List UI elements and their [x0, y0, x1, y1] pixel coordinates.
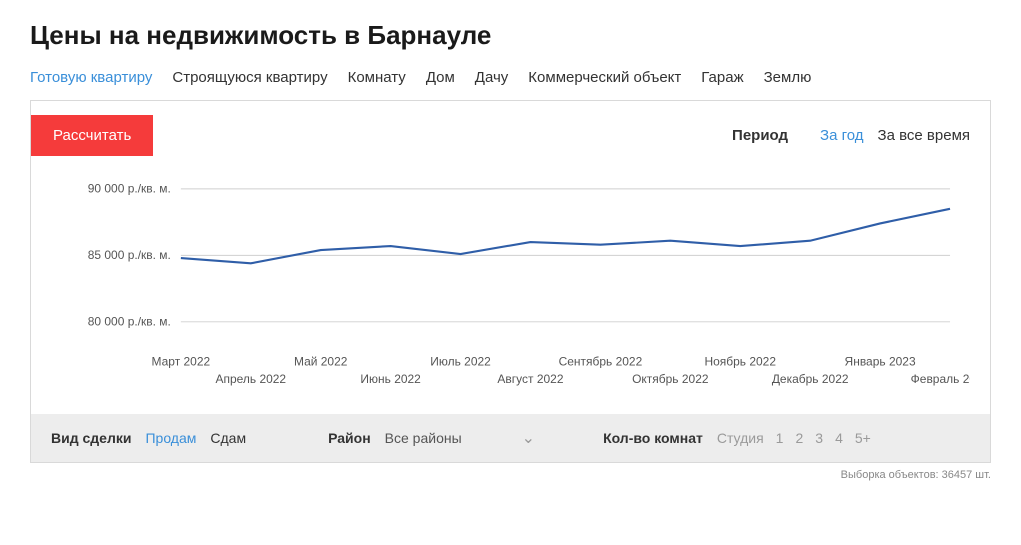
svg-text:Май 2022: Май 2022 — [294, 356, 347, 369]
period-option[interactable]: За год — [820, 127, 863, 144]
selection-footnote: Выборка объектов: 36457 шт. — [0, 463, 1021, 481]
svg-text:Март 2022: Март 2022 — [152, 356, 211, 369]
page-title: Цены на недвижимость в Барнауле — [0, 0, 1021, 69]
room-option[interactable]: Студия — [717, 430, 764, 446]
district-select[interactable]: Все районы ⌄ — [385, 428, 535, 448]
filter-bar: Вид сделки Продам Сдам Район Все районы ⌄… — [31, 414, 990, 462]
tab-property-type[interactable]: Строящуюся квартиру — [172, 69, 327, 86]
period-group: Период За год За все время — [732, 127, 970, 144]
room-option[interactable]: 5+ — [855, 430, 871, 446]
svg-text:Январь 2023: Январь 2023 — [845, 356, 917, 369]
district-label: Район — [328, 430, 371, 446]
chart-svg: 80 000 р./кв. м. 85 000 р./кв. м. 90 000 р… — [51, 166, 970, 406]
rooms-label: Кол-во комнат — [603, 430, 703, 446]
chevron-down-icon: ⌄ — [522, 428, 535, 448]
svg-text:85 000 р./кв. м.: 85 000 р./кв. м. — [88, 249, 171, 262]
district-value: Все районы — [385, 430, 462, 446]
room-option[interactable]: 3 — [815, 430, 823, 446]
price-chart: 80 000 р./кв. м. 85 000 р./кв. м. 90 000 р… — [31, 156, 990, 406]
room-option[interactable]: 2 — [795, 430, 803, 446]
svg-text:Ноябрь 2022: Ноябрь 2022 — [704, 356, 776, 369]
svg-text:Апрель 2022: Апрель 2022 — [215, 373, 286, 386]
period-label: Период — [732, 127, 788, 144]
tab-property-type[interactable]: Коммерческий объект — [528, 69, 681, 86]
svg-text:Сентябрь 2022: Сентябрь 2022 — [559, 356, 643, 369]
deal-option[interactable]: Сдам — [210, 430, 246, 446]
svg-text:Октябрь 2022: Октябрь 2022 — [632, 373, 708, 386]
room-option[interactable]: 1 — [776, 430, 784, 446]
period-option[interactable]: За все время — [878, 127, 970, 144]
svg-text:Июль 2022: Июль 2022 — [430, 356, 491, 369]
svg-text:80 000 р./кв. м.: 80 000 р./кв. м. — [88, 316, 171, 329]
tab-property-type[interactable]: Землю — [764, 69, 812, 86]
room-option[interactable]: 4 — [835, 430, 843, 446]
tab-property-type[interactable]: Дачу — [475, 69, 509, 86]
svg-text:Декабрь 2022: Декабрь 2022 — [772, 373, 849, 386]
svg-text:90 000 р./кв. м.: 90 000 р./кв. м. — [88, 183, 171, 196]
tab-property-type[interactable]: Готовую квартиру — [30, 69, 152, 86]
deal-type-label: Вид сделки — [51, 430, 131, 446]
chart-card: Рассчитать Период За год За все время 80 … — [30, 100, 991, 463]
calculate-button[interactable]: Рассчитать — [31, 115, 153, 156]
svg-text:Февраль 2023: Февраль 2023 — [911, 373, 970, 386]
tab-property-type[interactable]: Гараж — [701, 69, 743, 86]
rooms-options: Студия 1234 5+ — [717, 430, 871, 446]
tab-property-type[interactable]: Комнату — [348, 69, 406, 86]
svg-text:Август 2022: Август 2022 — [497, 373, 563, 386]
tab-property-type[interactable]: Дом — [426, 69, 455, 86]
card-header: Рассчитать Период За год За все время — [31, 101, 990, 156]
deal-option[interactable]: Продам — [145, 430, 196, 446]
svg-text:Июнь 2022: Июнь 2022 — [360, 373, 420, 386]
property-type-tabs: Готовую квартиру Строящуюся квартиру Комна… — [0, 69, 1021, 100]
